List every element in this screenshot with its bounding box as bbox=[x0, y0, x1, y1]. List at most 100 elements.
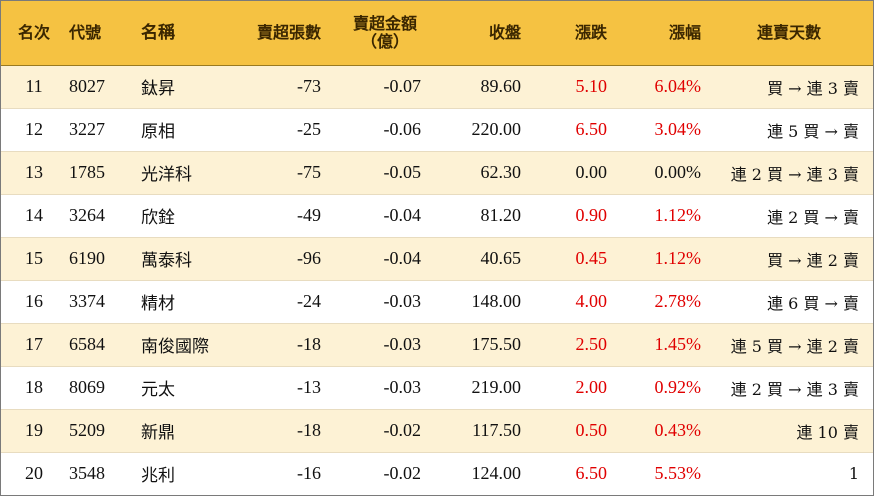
net-sell-amount-cell: -0.04 bbox=[335, 193, 435, 237]
change-pct-cell: 0.43% bbox=[615, 408, 705, 452]
streak-cell: 連 2 買 → 連 3 賣 bbox=[705, 150, 873, 194]
change-cell: 2.50 bbox=[525, 322, 615, 366]
streak-cell: 連 5 買 → 連 2 賣 bbox=[705, 322, 873, 366]
name-cell: 新鼎 bbox=[129, 408, 225, 452]
change-pct-cell: 3.04% bbox=[615, 107, 705, 151]
rank-cell: 14 bbox=[1, 193, 67, 237]
net-sell-amount-cell: -0.03 bbox=[335, 365, 435, 409]
close-price-cell: 117.50 bbox=[435, 408, 525, 452]
rank-cell: 19 bbox=[1, 408, 67, 452]
table-row: 20 3548 兆利 -16 -0.02 124.00 6.50 5.53% 1 bbox=[1, 451, 873, 495]
header-net-sell-lots: 賣超張數 bbox=[225, 1, 335, 66]
name-cell: 欣銓 bbox=[129, 193, 225, 237]
net-sell-lots-cell: -75 bbox=[225, 150, 335, 194]
code-cell: 3264 bbox=[67, 193, 129, 237]
change-cell: 0.50 bbox=[525, 408, 615, 452]
header-rank: 名次 bbox=[1, 1, 67, 66]
streak-cell: 連 2 買 → 連 3 賣 bbox=[705, 365, 873, 409]
net-sell-amount-cell: -0.02 bbox=[335, 451, 435, 495]
table-row: 19 5209 新鼎 -18 -0.02 117.50 0.50 0.43% 連 10 賣 bbox=[1, 408, 873, 452]
change-cell: 6.50 bbox=[525, 451, 615, 495]
rank-cell: 18 bbox=[1, 365, 67, 409]
close-price-cell: 124.00 bbox=[435, 451, 525, 495]
table-row: 16 3374 精材 -24 -0.03 148.00 4.00 2.78% 連 6 買 → 賣 bbox=[1, 279, 873, 323]
streak-cell: 連 5 買 → 賣 bbox=[705, 107, 873, 151]
header-code: 代號 bbox=[67, 1, 129, 66]
header-streak: 連賣天數 bbox=[705, 1, 873, 66]
rank-cell: 17 bbox=[1, 322, 67, 366]
net-sell-lots-cell: -49 bbox=[225, 193, 335, 237]
table-row: 15 6190 萬泰科 -96 -0.04 40.65 0.45 1.12% 買 → 連 2 賣 bbox=[1, 236, 873, 280]
net-sell-amount-cell: -0.04 bbox=[335, 236, 435, 280]
close-price-cell: 81.20 bbox=[435, 193, 525, 237]
net-sell-amount-cell: -0.06 bbox=[335, 107, 435, 151]
code-cell: 5209 bbox=[67, 408, 129, 452]
net-sell-lots-cell: -18 bbox=[225, 322, 335, 366]
header-net-sell-amount-line1: 賣超金額 bbox=[352, 13, 417, 33]
change-pct-cell: 6.04% bbox=[654, 76, 702, 96]
table-row: 12 3227 原相 -25 -0.06 220.00 6.50 3.04% 連 5 買 → 賣 bbox=[1, 107, 873, 151]
table-row: 18 8069 元太 -13 -0.03 219.00 2.00 0.92% 連 2 買 → 連… bbox=[1, 365, 873, 409]
change-cell: 0.00 bbox=[525, 150, 615, 194]
code-cell: 1785 bbox=[67, 150, 129, 194]
net-sell-lots-cell: -25 bbox=[225, 107, 335, 151]
code-cell: 3548 bbox=[67, 451, 129, 495]
rank-cell: 16 bbox=[1, 279, 67, 323]
change-pct-cell: 5.53% bbox=[615, 451, 705, 495]
change-pct-cell: 0.00% bbox=[615, 150, 705, 194]
change-pct-cell: 1.45% bbox=[615, 322, 705, 366]
code-cell: 8069 bbox=[67, 365, 129, 409]
close-price-cell: 219.00 bbox=[435, 365, 525, 409]
streak-cell: 連 6 買 → 賣 bbox=[705, 279, 873, 323]
name-cell: 鈦昇 bbox=[141, 79, 175, 99]
net-sell-lots-cell: -96 bbox=[225, 236, 335, 280]
code-cell: 6190 bbox=[67, 236, 129, 280]
change-pct-cell: 0.92% bbox=[615, 365, 705, 409]
change-cell: 0.90 bbox=[525, 193, 615, 237]
change-pct-cell: 1.12% bbox=[615, 193, 705, 237]
change-cell: 0.45 bbox=[525, 236, 615, 280]
net-sell-lots-cell: -73 bbox=[297, 76, 321, 96]
table-row: 14 3264 欣銓 -49 -0.04 81.20 0.90 1.12% 連 2 買 → 賣 bbox=[1, 193, 873, 237]
streak-cell: 買 → 連 3 賣 bbox=[767, 78, 859, 98]
close-price-cell: 148.00 bbox=[435, 279, 525, 323]
net-sell-amount-cell: -0.07 bbox=[383, 76, 422, 96]
change-pct-cell: 2.78% bbox=[615, 279, 705, 323]
table-row: 17 6584 南俊國際 -18 -0.03 175.50 2.50 1.45% 連 5 買 →… bbox=[1, 322, 873, 366]
change-cell: 6.50 bbox=[525, 107, 615, 151]
close-price-cell: 175.50 bbox=[435, 322, 525, 366]
change-cell: 5.10 bbox=[575, 76, 608, 96]
net-sell-amount-cell: -0.03 bbox=[335, 322, 435, 366]
net-sell-lots-cell: -13 bbox=[225, 365, 335, 409]
code-cell: 8027 bbox=[69, 76, 105, 96]
header-net-sell-amount: 賣超金額 （億） bbox=[335, 1, 435, 66]
rank-cell: 15 bbox=[1, 236, 67, 280]
close-price-cell: 62.30 bbox=[435, 150, 525, 194]
rank-cell: 13 bbox=[1, 150, 67, 194]
close-price-cell: 89.60 bbox=[480, 76, 522, 96]
streak-cell: 買 → 連 2 賣 bbox=[705, 236, 873, 280]
streak-cell: 連 10 賣 bbox=[705, 408, 873, 452]
rank-cell: 20 bbox=[1, 451, 67, 495]
net-sell-amount-cell: -0.03 bbox=[335, 279, 435, 323]
net-sell-amount-cell: -0.02 bbox=[335, 408, 435, 452]
change-cell: 4.00 bbox=[525, 279, 615, 323]
code-cell: 3227 bbox=[67, 107, 129, 151]
change-pct-cell: 1.12% bbox=[615, 236, 705, 280]
name-cell: 兆利 bbox=[129, 451, 225, 495]
code-cell: 6584 bbox=[67, 322, 129, 366]
net-sell-lots-cell: -24 bbox=[225, 279, 335, 323]
code-cell: 3374 bbox=[67, 279, 129, 323]
table-row: 13 1785 光洋科 -75 -0.05 62.30 0.00 0.00% 連 2 買 → 連… bbox=[1, 150, 873, 194]
rank-cell: 12 bbox=[1, 107, 67, 151]
change-cell: 2.00 bbox=[525, 365, 615, 409]
name-cell: 南俊國際 bbox=[129, 322, 225, 366]
rank-cell: 11 bbox=[25, 76, 43, 96]
table-header: 名次 代號 名稱 賣超張數 賣超金額 （億） 收盤 漲跌 漲幅 連賣天數 bbox=[1, 1, 873, 66]
table-row: 11 8027 鈦昇 -73 -0.07 89.60 5.10 6.04% 買 → 連 3 賣 bbox=[1, 65, 873, 108]
header-name: 名稱 bbox=[129, 1, 225, 66]
name-cell: 精材 bbox=[129, 279, 225, 323]
